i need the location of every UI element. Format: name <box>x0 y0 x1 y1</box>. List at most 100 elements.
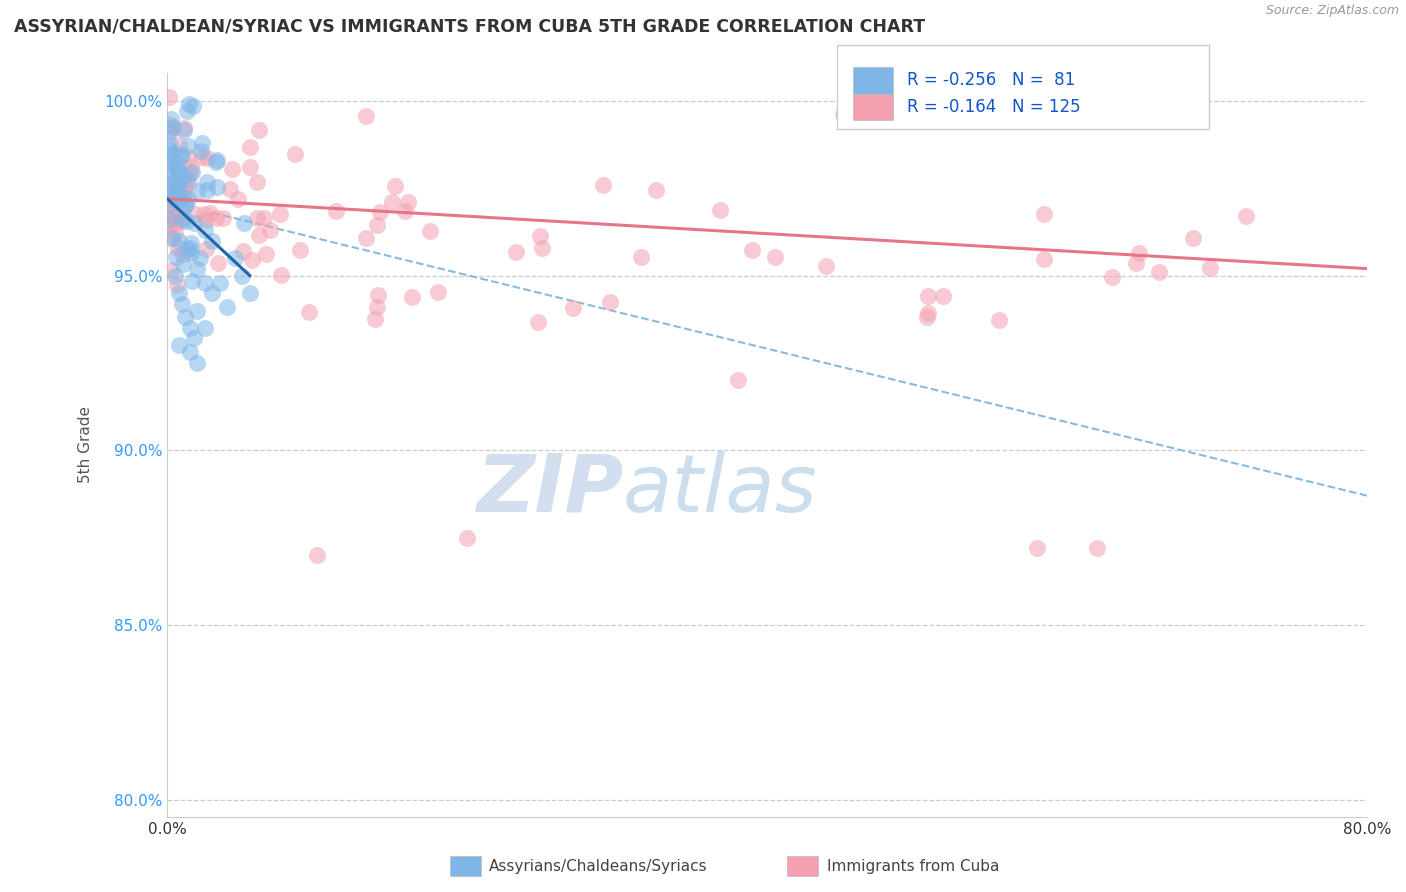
Point <box>394 204 416 219</box>
Y-axis label: 5th Grade: 5th Grade <box>79 407 93 483</box>
Point <box>160 123 183 137</box>
Point <box>166 156 188 170</box>
Point <box>1101 270 1123 285</box>
Point <box>174 214 197 228</box>
Point <box>183 216 205 230</box>
Point <box>174 310 197 325</box>
Point <box>173 122 195 136</box>
Text: Immigrants from Cuba: Immigrants from Cuba <box>827 859 1000 873</box>
Point <box>709 203 731 218</box>
Point <box>368 205 391 219</box>
Point <box>259 223 281 237</box>
Point <box>159 231 181 245</box>
Text: R = -0.256   N =  81: R = -0.256 N = 81 <box>907 71 1076 89</box>
Point <box>157 197 180 211</box>
Point <box>172 296 194 310</box>
Point <box>599 295 621 310</box>
Text: ASSYRIAN/CHALDEAN/SYRIAC VS IMMIGRANTS FROM CUBA 5TH GRADE CORRELATION CHART: ASSYRIAN/CHALDEAN/SYRIAC VS IMMIGRANTS F… <box>14 18 925 36</box>
Point <box>931 289 953 303</box>
Point <box>176 104 198 119</box>
Point <box>181 165 204 179</box>
Point <box>592 178 614 192</box>
Point <box>1198 261 1220 276</box>
Point <box>172 169 194 183</box>
Point <box>221 161 243 176</box>
Point <box>162 193 184 207</box>
Point <box>167 234 190 248</box>
Point <box>159 183 181 197</box>
Point <box>207 179 229 194</box>
Point <box>364 312 387 326</box>
Point <box>249 123 271 137</box>
Point <box>1125 256 1147 270</box>
Point <box>162 146 184 161</box>
Point <box>157 90 180 104</box>
Point <box>307 548 329 562</box>
Text: Source: ZipAtlas.com: Source: ZipAtlas.com <box>1265 4 1399 18</box>
Point <box>157 188 180 202</box>
Point <box>194 276 217 290</box>
Point <box>173 121 195 136</box>
Point <box>186 303 208 318</box>
Point <box>181 274 204 288</box>
Point <box>384 179 406 194</box>
Point <box>191 136 214 151</box>
Point <box>270 268 292 282</box>
Point <box>179 345 201 359</box>
Point <box>176 172 198 186</box>
Point <box>1128 245 1150 260</box>
Point <box>157 142 180 156</box>
Point <box>177 139 200 153</box>
Point <box>381 194 404 209</box>
Point <box>177 192 200 206</box>
Point <box>232 244 254 258</box>
Point <box>165 226 187 240</box>
Point <box>367 288 389 302</box>
Point <box>167 241 190 255</box>
Point <box>194 212 217 227</box>
Point <box>401 290 423 304</box>
Point <box>157 178 180 193</box>
Point <box>354 231 377 245</box>
Point <box>195 183 218 197</box>
Point <box>172 203 194 218</box>
Point <box>157 153 180 168</box>
Point <box>166 192 188 206</box>
Point <box>1234 209 1257 223</box>
Point <box>166 161 188 175</box>
Point <box>366 218 388 232</box>
Point <box>201 234 224 248</box>
Point <box>246 175 269 189</box>
Point <box>177 150 200 164</box>
Point <box>200 206 222 220</box>
Text: R = -0.164   N = 125: R = -0.164 N = 125 <box>907 98 1080 116</box>
Point <box>195 151 218 165</box>
Point <box>157 164 180 178</box>
Point <box>727 373 749 387</box>
Point <box>233 216 256 230</box>
Point <box>741 243 763 257</box>
Point <box>184 207 207 221</box>
Text: ZIP: ZIP <box>475 450 623 529</box>
Point <box>160 112 183 126</box>
Point <box>208 276 231 290</box>
Point <box>160 154 183 169</box>
Point <box>183 331 205 345</box>
Point <box>174 199 197 213</box>
Point <box>195 175 218 189</box>
Point <box>166 209 188 223</box>
Point <box>645 183 668 197</box>
Point <box>179 97 201 112</box>
Point <box>531 241 554 255</box>
Point <box>194 321 217 335</box>
Point <box>527 315 550 329</box>
Point <box>254 247 277 261</box>
Point <box>204 211 226 225</box>
Point <box>170 148 193 162</box>
Point <box>172 190 194 204</box>
Point <box>505 245 527 260</box>
Point <box>205 155 228 169</box>
Point <box>191 150 214 164</box>
Point <box>212 211 235 226</box>
Point <box>193 207 215 221</box>
